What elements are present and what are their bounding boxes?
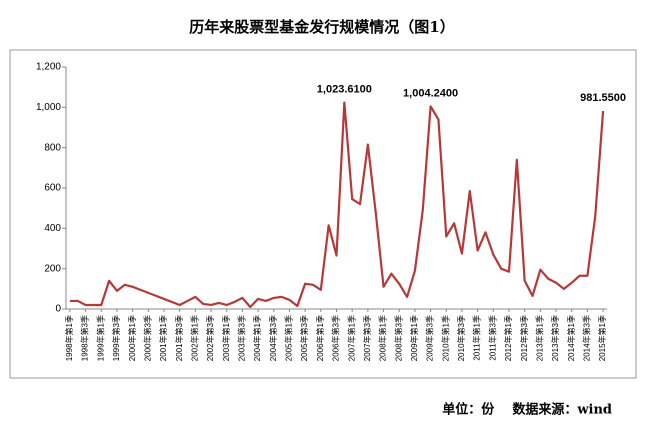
x-tick-label: 2005年第1季 [284,315,294,361]
data-label: 1,023.6100 [317,83,372,95]
data-line [69,101,605,309]
x-tick-label: 1999年第1季 [95,315,105,361]
y-tick-label: 0 [55,304,61,315]
x-tick-label: 2007年第3季 [362,315,372,361]
x-tick-label: 2002年第3季 [205,315,215,361]
x-tick-label: 2006年第3季 [331,315,341,361]
x-tick-label: 2012年第3季 [519,315,529,361]
y-tick-label: 800 [44,142,61,153]
x-tick-label: 2015年第1季 [597,315,607,361]
x-tick-label: 2003年第3季 [237,315,247,361]
data-label: 981.5500 [580,92,626,104]
x-tick-label: 2005年第3季 [299,315,309,361]
x-tick-label: 2010年第3季 [456,315,466,361]
x-tick-label: 2002年第1季 [189,315,199,361]
x-tick-label: 2009年第3季 [425,315,435,361]
x-tick-label: 2004年第3季 [268,315,278,361]
x-tick-label: 2004年第1季 [252,315,262,361]
footer: 单位：份 数据来源：wind [442,402,612,418]
x-tick-label: 2003年第1季 [221,315,231,361]
x-tick-label: 2013年第3季 [550,315,560,361]
y-tick-label: 1,000 [36,102,61,113]
x-tick-label: 2007年第1季 [346,315,356,361]
x-tick-label: 2000年第1季 [127,315,137,361]
chart-title: 历年来股票型基金发行规模情况（图1） [189,18,454,36]
x-tick-label: 2008年第1季 [378,315,388,361]
x-tick-label: 1999年第3季 [111,315,121,361]
x-tick-label: 2006年第1季 [315,315,325,361]
y-tick-label: 200 [44,263,61,274]
x-tick-label: 2008年第3季 [393,315,403,361]
x-tick-label: 2001年第1季 [158,315,168,361]
x-tick-label: 1998年第3季 [80,315,90,361]
y-tick-label: 1,200 [36,62,61,73]
x-tick-label: 2009年第1季 [409,315,419,361]
y-tick-label: 600 [44,183,61,194]
x-tick-label: 1998年第1季 [64,315,74,361]
y-tick-label: 400 [44,223,61,234]
chart-frame [9,49,637,379]
x-tick-label: 2013年第1季 [534,315,544,361]
x-tick-label: 2000年第3季 [142,315,152,361]
data-label: 1,004.2400 [403,87,458,99]
x-tick-label: 2001年第3季 [174,315,184,361]
x-tick-label: 2012年第1季 [503,315,513,361]
x-tick-label: 2011年第3季 [487,315,497,361]
x-tick-label: 2010年第1季 [440,315,450,361]
x-tick-label: 2011年第1季 [472,315,482,361]
x-tick-label: 2014年第3季 [582,315,592,361]
x-tick-label: 2014年第1季 [566,315,576,361]
